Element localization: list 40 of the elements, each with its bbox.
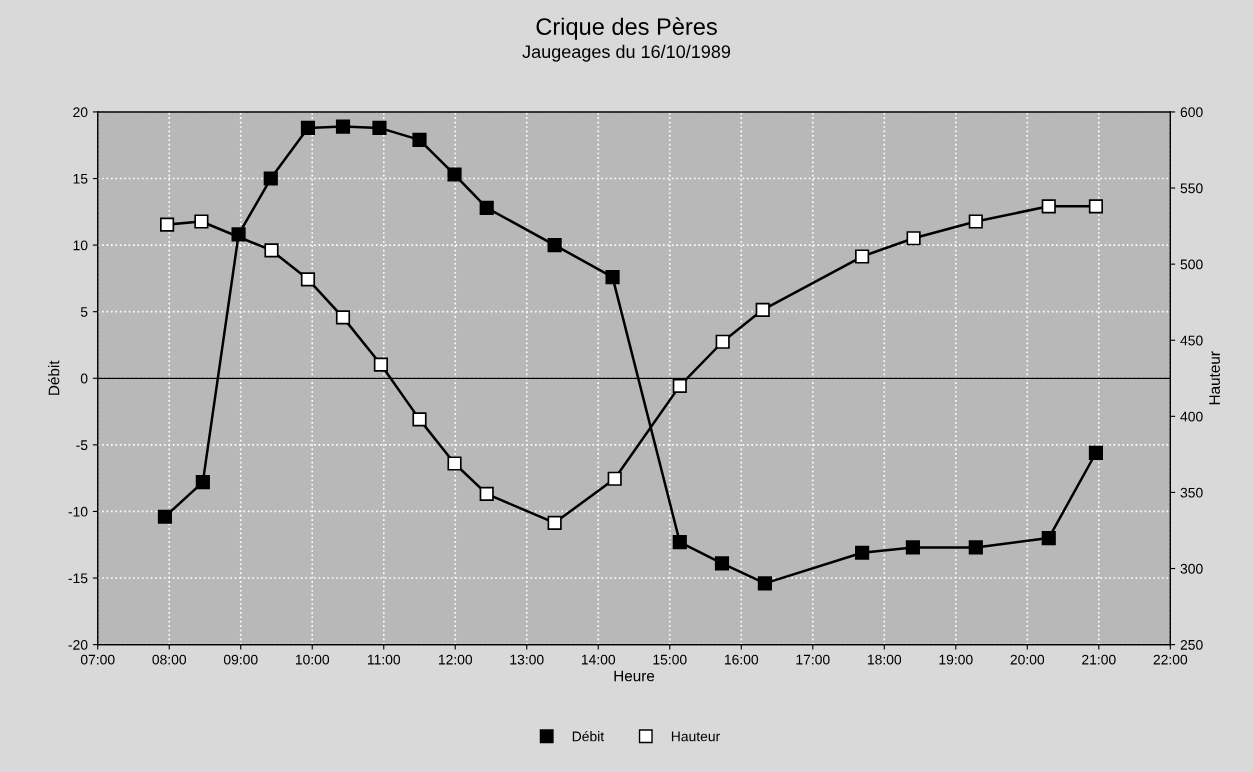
y2-tick-label: 350: [1180, 487, 1203, 498]
y-tick-label: -10: [68, 506, 88, 517]
chart-subtitle: Jaugeages du 16/10/1989: [522, 44, 731, 62]
x-tick-label: 22:00: [1153, 654, 1188, 665]
y-tick-label: -5: [76, 440, 88, 451]
y2-tick-label: 500: [1180, 259, 1203, 270]
y2-tick-label: 400: [1180, 411, 1203, 422]
x-tick-label: 10:00: [295, 654, 330, 665]
y-tick-label: 5: [80, 307, 88, 317]
y2-tick-label: 250: [1180, 639, 1203, 650]
y-tick-label: -15: [68, 573, 88, 584]
y2-tick-label: 300: [1180, 563, 1203, 574]
legend-label: Hauteur: [671, 731, 720, 742]
x-tick-label: 20:00: [1010, 654, 1045, 665]
y2-tick-label: 600: [1180, 107, 1203, 118]
x-tick-label: 14:00: [581, 654, 616, 665]
y-tick-label: -20: [68, 639, 88, 650]
x-tick-label: 13:00: [510, 654, 544, 665]
y2-axis-title: Hauteur: [1209, 351, 1220, 405]
x-tick-label: 19:00: [939, 654, 973, 665]
x-tick-label: 07:00: [80, 654, 115, 665]
x-tick-label: 17:00: [796, 654, 830, 665]
x-axis-title: Heure: [614, 670, 655, 682]
y2-tick-label: 450: [1180, 335, 1203, 346]
y-tick-label: 15: [73, 174, 88, 184]
x-tick-label: 12:00: [438, 654, 473, 665]
y-tick-label: 20: [73, 107, 88, 118]
x-tick-label: 09:00: [223, 654, 258, 665]
x-tick-label: 08:00: [152, 654, 187, 665]
x-tick-label: 16:00: [724, 654, 759, 665]
legend-label: Débit: [572, 730, 605, 742]
y-tick-label: 0: [80, 373, 88, 384]
x-tick-label: 11:00: [367, 654, 401, 665]
y2-tick-label: 550: [1180, 183, 1203, 194]
chart-title: Crique des Pères: [536, 17, 717, 40]
y-axis-title: Débit: [47, 360, 60, 395]
x-tick-label: 21:00: [1082, 654, 1116, 665]
y-tick-label: 10: [73, 240, 88, 251]
x-tick-label: 15:00: [653, 654, 687, 665]
x-tick-label: 18:00: [867, 654, 902, 665]
